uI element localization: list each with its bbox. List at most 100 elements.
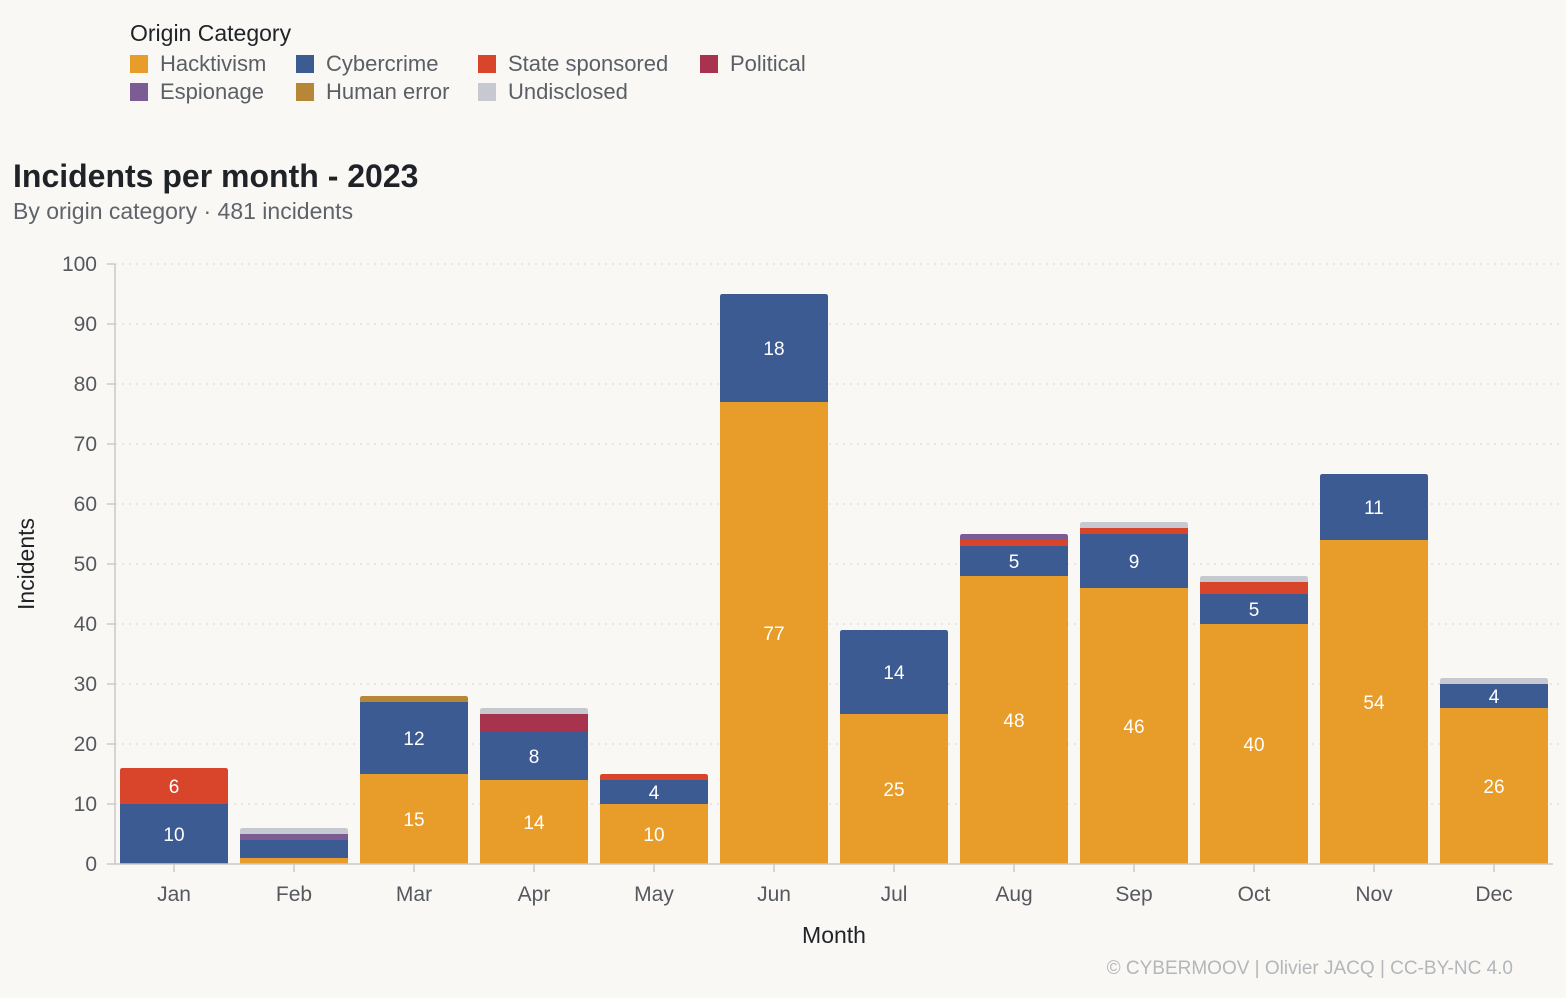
x-tick-label: Apr bbox=[518, 883, 551, 906]
data-label: 12 bbox=[403, 729, 424, 750]
legend-label: Hacktivism bbox=[160, 51, 267, 76]
y-tick-label: 60 bbox=[74, 493, 97, 516]
legend-swatch bbox=[296, 83, 314, 101]
legend-item: Human error bbox=[296, 79, 478, 104]
x-tick-label: Jan bbox=[157, 883, 191, 906]
legend-swatch bbox=[296, 55, 314, 73]
x-tick-label: Feb bbox=[276, 883, 312, 906]
bar-segment bbox=[840, 630, 948, 714]
bar-segment bbox=[1320, 474, 1428, 540]
x-tick-label: Jun bbox=[757, 883, 791, 906]
x-tick-label: Jul bbox=[881, 883, 908, 906]
data-label: 77 bbox=[763, 624, 784, 645]
legend-label: Undisclosed bbox=[508, 79, 628, 104]
x-tick-label: Sep bbox=[1115, 883, 1152, 906]
chart-title: Incidents per month - 2023 bbox=[13, 158, 419, 194]
bar-segment bbox=[1200, 582, 1308, 594]
legend-swatch bbox=[478, 83, 496, 101]
data-label: 25 bbox=[883, 780, 904, 801]
y-tick-label: 80 bbox=[74, 373, 97, 396]
legend-item: State sponsored bbox=[478, 51, 700, 76]
bar-segment bbox=[960, 546, 1068, 576]
bar-segment bbox=[960, 540, 1068, 546]
x-axis-title: Month bbox=[802, 922, 866, 948]
data-label: 5 bbox=[1009, 552, 1020, 573]
legend-swatch bbox=[700, 55, 718, 73]
legend-item: Espionage bbox=[130, 79, 296, 104]
data-label: 14 bbox=[883, 663, 905, 684]
legend-label: Cybercrime bbox=[326, 51, 439, 76]
bar-segment bbox=[480, 732, 588, 780]
y-tick-label: 20 bbox=[74, 733, 97, 756]
bar-segment bbox=[600, 774, 708, 780]
y-tick-label: 100 bbox=[62, 253, 97, 276]
bar-segment bbox=[600, 780, 708, 804]
bar-segment bbox=[720, 294, 828, 402]
bar-segment bbox=[1200, 624, 1308, 864]
data-label: 26 bbox=[1483, 777, 1504, 798]
bar-segment bbox=[480, 708, 588, 714]
x-tick-label: Mar bbox=[396, 883, 432, 906]
bar-segment bbox=[240, 828, 348, 834]
data-label: 5 bbox=[1249, 600, 1260, 621]
bar-segment bbox=[1080, 588, 1188, 864]
bar-segment bbox=[480, 780, 588, 864]
legend-label: Political bbox=[730, 51, 806, 76]
bar-segment bbox=[120, 768, 228, 804]
legend-swatch bbox=[130, 83, 148, 101]
bar-segment bbox=[1080, 522, 1188, 528]
legend-title: Origin Category bbox=[130, 20, 292, 46]
x-tick-label: Aug bbox=[995, 883, 1032, 906]
bar-segment bbox=[360, 702, 468, 774]
data-label: 10 bbox=[643, 825, 664, 846]
data-label: 18 bbox=[763, 339, 784, 360]
x-tick-label: Oct bbox=[1238, 883, 1271, 906]
bar-segment bbox=[1080, 528, 1188, 534]
bar-segment bbox=[240, 840, 348, 858]
y-tick-label: 70 bbox=[74, 433, 97, 456]
legend-swatch bbox=[478, 55, 496, 73]
chart-subtitle: By origin category · 481 incidents bbox=[13, 198, 354, 224]
bar-segment bbox=[1440, 708, 1548, 864]
y-tick-label: 90 bbox=[74, 313, 97, 336]
bar-segment bbox=[1440, 678, 1548, 684]
data-label: 46 bbox=[1123, 717, 1144, 738]
bars bbox=[120, 294, 1548, 864]
bar-segment bbox=[120, 804, 228, 864]
data-label: 11 bbox=[1364, 498, 1384, 519]
y-tick-label: 0 bbox=[85, 853, 97, 876]
y-tick-label: 30 bbox=[74, 673, 97, 696]
legend-item: Hacktivism bbox=[130, 51, 296, 76]
labels: 0 10 20 30 40 50 60 70 80 90 100 10 6 Jan Feb 15 12 Mar 14… bbox=[13, 253, 1513, 948]
bar-segment bbox=[360, 774, 468, 864]
legend-items: Hacktivism Cybercrime State sponsored Polit… bbox=[130, 51, 840, 104]
bar-segment bbox=[240, 858, 348, 864]
x-tick-label: Nov bbox=[1355, 883, 1393, 906]
bar-segment bbox=[720, 402, 828, 864]
bar-segment bbox=[360, 696, 468, 702]
y-tick-label: 10 bbox=[74, 793, 97, 816]
bar-segment bbox=[960, 576, 1068, 864]
data-label: 15 bbox=[403, 810, 424, 831]
credit: © CYBERMOOV | Olivier JACQ | CC-BY-NC 4.… bbox=[1106, 958, 1513, 979]
x-tick-label: Dec bbox=[1475, 883, 1512, 906]
data-label: 14 bbox=[523, 813, 545, 834]
x-tick-label: May bbox=[634, 883, 674, 906]
legend-swatch bbox=[130, 55, 148, 73]
bar-segment bbox=[240, 834, 348, 840]
legend: Origin Category Hacktivism Cybercrime Stat… bbox=[130, 20, 840, 104]
legend-item: Cybercrime bbox=[296, 51, 478, 76]
data-label: 9 bbox=[1129, 552, 1140, 573]
legend-label: Espionage bbox=[160, 79, 264, 104]
data-label: 54 bbox=[1363, 693, 1385, 714]
bar-segment bbox=[600, 804, 708, 864]
legend-label: State sponsored bbox=[508, 51, 669, 76]
y-tick-label: 40 bbox=[74, 613, 97, 636]
bar-segment bbox=[960, 534, 1068, 540]
bar-segment bbox=[1440, 684, 1548, 708]
legend-label: Human error bbox=[326, 79, 450, 104]
axes bbox=[107, 263, 1553, 872]
y-axis-title: Incidents bbox=[13, 518, 39, 610]
data-label: 8 bbox=[529, 747, 540, 768]
